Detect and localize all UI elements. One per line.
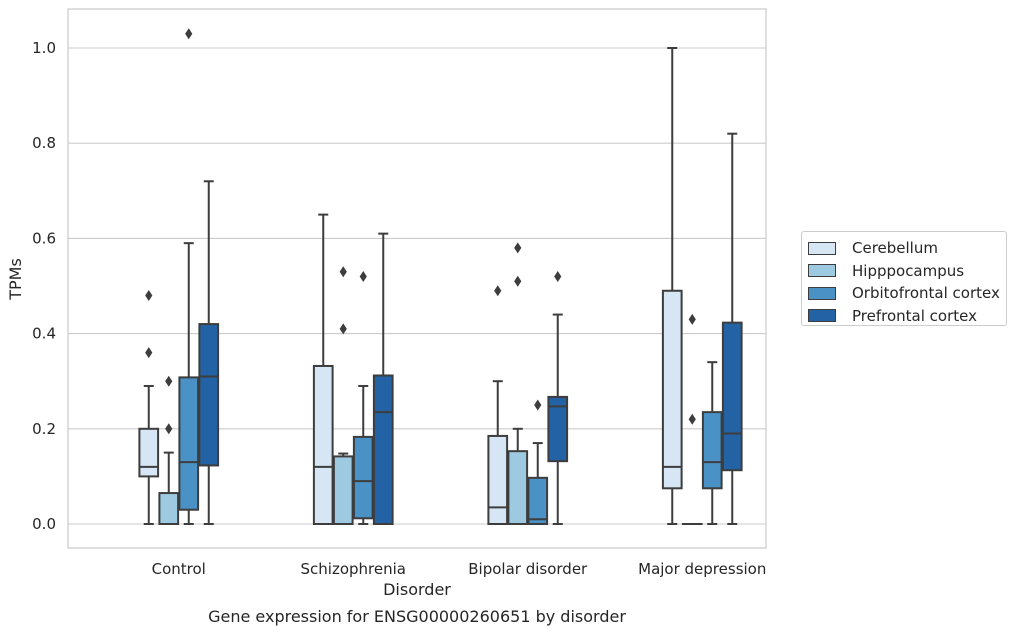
outlier-point — [514, 242, 522, 254]
box-prefrontal-cortex — [547, 270, 569, 525]
y-tick-label: 0.4 — [32, 325, 56, 343]
x-axis-title: Disorder — [383, 580, 451, 599]
outlier-point — [339, 323, 347, 335]
outlier-point — [185, 28, 193, 40]
box-orbitofrontal-cortex — [178, 28, 200, 525]
legend-label: Cerebellum — [852, 239, 938, 258]
box-iqr — [487, 434, 509, 525]
box-iqr — [312, 364, 334, 525]
legend-swatch — [808, 309, 836, 323]
outlier-point — [165, 423, 173, 435]
outlier-point — [688, 313, 696, 325]
box-iqr — [158, 492, 180, 525]
boxes — [138, 28, 743, 526]
box-orbitofrontal-cortex — [352, 270, 374, 525]
box-iqr — [547, 395, 569, 463]
box-iqr — [372, 374, 394, 525]
box-iqr — [138, 427, 160, 478]
y-tick-labels: 0.0 0.2 0.4 0.6 0.8 1.0 — [32, 39, 56, 533]
legend-label: Prefrontal cortex — [852, 306, 977, 325]
box-cerebellum — [487, 285, 509, 525]
box-hipppocampus — [332, 266, 354, 525]
y-tick-label: 0.8 — [32, 134, 56, 152]
outlier-point — [514, 275, 522, 287]
box-iqr — [332, 455, 354, 525]
plot-frame — [67, 8, 767, 549]
box-prefrontal-cortex — [372, 232, 394, 525]
outlier-point — [554, 270, 562, 282]
chart-caption: Gene expression for ENSG00000260651 by d… — [208, 607, 626, 626]
outlier-point — [534, 399, 542, 411]
box-hipppocampus — [158, 375, 180, 525]
box-cerebellum — [661, 47, 683, 525]
y-tick-label: 0.6 — [32, 229, 56, 247]
box-cerebellum — [312, 213, 334, 525]
legend-item: Hipppocampus — [808, 260, 1000, 283]
outlier-point — [688, 413, 696, 425]
legend-swatch — [808, 264, 836, 278]
y-tick-label: 0.2 — [32, 420, 56, 438]
box-iqr — [352, 435, 374, 520]
legend: Cerebellum Hipppocampus Orbitofrontal cort… — [801, 231, 1007, 326]
box-iqr — [661, 289, 683, 490]
box-prefrontal-cortex — [721, 132, 743, 525]
box-iqr — [507, 450, 529, 525]
box-orbitofrontal-cortex — [701, 361, 723, 525]
legend-item: Cerebellum — [808, 237, 1000, 260]
legend-swatch — [808, 241, 836, 255]
box-iqr — [721, 321, 743, 472]
legend-item: Orbitofrontal cortex — [808, 282, 1000, 305]
box-orbitofrontal-cortex — [527, 399, 549, 526]
legend-item: Prefrontal cortex — [808, 305, 1000, 328]
outlier-point — [145, 290, 153, 302]
x-tick-label: Major depression — [638, 560, 766, 578]
box-prefrontal-cortex — [198, 180, 220, 525]
y-axis-title: TPMs — [6, 258, 25, 301]
outlier-point — [165, 375, 173, 387]
box-iqr — [198, 323, 220, 467]
box-hipppocampus — [681, 313, 703, 526]
outlier-point — [339, 266, 347, 278]
box-iqr — [178, 376, 200, 511]
box-iqr — [701, 411, 723, 490]
legend-label: Orbitofrontal cortex — [852, 284, 1000, 303]
y-tick-label: 1.0 — [32, 39, 56, 57]
outlier-point — [494, 285, 502, 297]
box-iqr — [527, 476, 549, 526]
box-cerebellum — [138, 290, 160, 525]
box-hipppocampus — [507, 242, 529, 525]
x-tick-label: Schizophrenia — [301, 560, 406, 578]
legend-swatch — [808, 286, 836, 300]
y-tick-label: 0.0 — [32, 515, 56, 533]
legend-label: Hipppocampus — [852, 261, 965, 280]
x-tick-label: Bipolar disorder — [468, 560, 588, 578]
outlier-point — [145, 347, 153, 359]
outlier-point — [359, 270, 367, 282]
x-tick-labels: Control Schizophrenia Bipolar disorder Majo… — [152, 560, 767, 578]
x-tick-label: Control — [152, 560, 206, 578]
